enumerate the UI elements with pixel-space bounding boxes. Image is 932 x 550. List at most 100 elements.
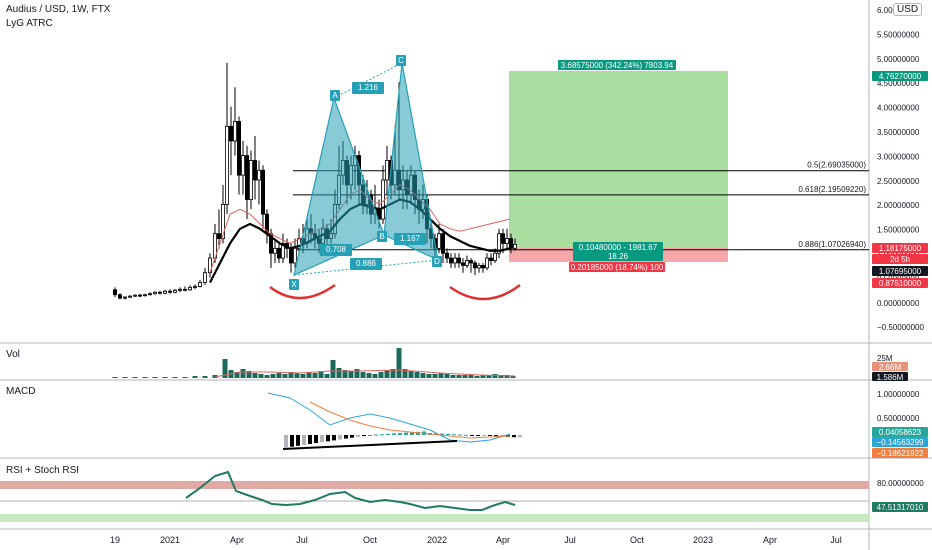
pattern-point-label[interactable]: B bbox=[377, 231, 387, 242]
candle-body bbox=[260, 169, 265, 215]
candle-body bbox=[132, 294, 137, 297]
price-badge-bg bbox=[872, 71, 928, 81]
volume-bar bbox=[366, 373, 372, 378]
candle-body bbox=[118, 294, 123, 299]
volume-bar bbox=[306, 372, 312, 378]
volume-bar bbox=[172, 377, 178, 378]
pattern-ratio-label[interactable]: 1.216 bbox=[352, 82, 384, 94]
candle-body bbox=[460, 262, 465, 266]
price-badge[interactable]: 1.07695000 bbox=[872, 266, 928, 276]
price-badge[interactable]: 4.76270000 bbox=[872, 71, 928, 81]
volume-bar bbox=[438, 373, 444, 378]
curve-left bbox=[269, 283, 336, 300]
volume-bar bbox=[252, 373, 258, 378]
pattern-point-label-bg bbox=[289, 279, 299, 290]
macd-badge-bg bbox=[872, 437, 928, 447]
candle-body bbox=[508, 238, 513, 249]
macd-histogram-bar bbox=[368, 435, 372, 436]
pattern-point-label[interactable]: C bbox=[396, 55, 406, 66]
volume-bar bbox=[426, 374, 432, 378]
volume-bar bbox=[152, 377, 158, 378]
macd-histogram-bar bbox=[458, 434, 462, 436]
candle-body bbox=[292, 247, 297, 264]
profit-label[interactable]: 3.68575000 (342.24%) 7803.94 bbox=[558, 60, 676, 70]
currency-button[interactable]: USD bbox=[893, 3, 923, 16]
price-badge-text: 2d 5h bbox=[890, 255, 910, 264]
rsi-tick-label: 80.00000000 bbox=[877, 479, 924, 488]
candle-body bbox=[220, 203, 225, 239]
pattern-point-label[interactable]: X bbox=[289, 279, 299, 290]
candle-body bbox=[236, 121, 241, 176]
macd-trendline[interactable] bbox=[282, 440, 458, 450]
volume-title[interactable]: Vol bbox=[6, 349, 20, 360]
price-badge[interactable]: 2d 5h bbox=[872, 254, 928, 264]
volume-bar bbox=[264, 375, 270, 378]
candle-body bbox=[123, 296, 128, 299]
price-badge[interactable]: 0.87510000 bbox=[872, 278, 928, 288]
pattern-point-label[interactable]: A bbox=[330, 90, 340, 101]
candle-body bbox=[276, 247, 281, 259]
candle-body bbox=[127, 295, 132, 298]
macd-histogram-bar bbox=[296, 435, 300, 446]
price-badge[interactable]: 1.18175000 bbox=[872, 243, 928, 253]
candle-body bbox=[197, 282, 202, 287]
volume-bar bbox=[414, 372, 420, 378]
volume-bar bbox=[312, 373, 318, 378]
candle-body bbox=[192, 285, 197, 288]
candle-body bbox=[280, 243, 285, 259]
macd-histogram-bar bbox=[452, 434, 456, 436]
price-badge-bg bbox=[872, 278, 928, 288]
candle-body bbox=[480, 264, 485, 269]
candle-body bbox=[248, 160, 253, 200]
time-tick-label: Oct bbox=[363, 535, 378, 545]
pattern-point-label-bg bbox=[377, 231, 387, 242]
candle-body bbox=[232, 121, 237, 142]
rsi-badge[interactable]: 47.51317010 bbox=[872, 502, 928, 512]
macd-histogram-bar bbox=[374, 434, 378, 436]
price-badge-bg bbox=[872, 254, 928, 264]
time-tick-label: Apr bbox=[496, 535, 510, 545]
profit-zone[interactable] bbox=[509, 71, 728, 248]
volume-badge[interactable]: 2.66M bbox=[872, 362, 908, 372]
volume-bar bbox=[222, 359, 228, 378]
pattern-ratio-label[interactable]: 0.708 bbox=[320, 244, 352, 256]
time-tick-label: Apr bbox=[763, 535, 777, 545]
pattern-ratio-label[interactable]: 1.167 bbox=[394, 233, 426, 245]
pattern-point-label-text: D bbox=[434, 257, 440, 266]
pattern-point-label-bg bbox=[432, 256, 442, 267]
pattern-point-label-bg bbox=[396, 55, 406, 66]
candle-body bbox=[113, 289, 118, 296]
volume-bar bbox=[456, 375, 462, 378]
volume-badge[interactable]: 1.586M bbox=[872, 372, 908, 382]
volume-bar bbox=[384, 370, 390, 378]
rsi-line bbox=[185, 470, 516, 511]
macd-histogram-bar bbox=[314, 435, 318, 444]
volume-bar bbox=[240, 369, 246, 378]
volume-bar bbox=[324, 374, 330, 378]
price-tick-label: 5.50000000 bbox=[877, 30, 920, 39]
pattern-point-label[interactable]: D bbox=[432, 256, 442, 267]
volume-tick-label: 25M bbox=[877, 354, 893, 363]
volume-bar bbox=[498, 375, 504, 378]
macd-title[interactable]: MACD bbox=[6, 386, 36, 397]
macd-signal-line bbox=[309, 401, 511, 439]
volume-bar bbox=[202, 376, 208, 378]
volume-bar bbox=[474, 376, 480, 378]
rsi-oversold-band bbox=[0, 514, 869, 522]
pattern-ratio-label[interactable]: 0.886 bbox=[350, 258, 382, 270]
symbol-title[interactable]: Audius / USD, 1W, FTX bbox=[6, 4, 111, 15]
pattern-point-label-text: C bbox=[398, 56, 404, 65]
macd-histogram-bar bbox=[470, 435, 474, 436]
macd-histogram-bar bbox=[362, 435, 366, 436]
macd-badge[interactable]: −0.14563299 bbox=[872, 437, 928, 447]
candle-body bbox=[157, 291, 162, 294]
loss-label[interactable]: 0.20185000 (18.74%) 100 bbox=[569, 262, 665, 272]
pattern-ratio-label-text: 0.708 bbox=[326, 245, 347, 254]
candle-body bbox=[142, 294, 147, 297]
indicator-title[interactable]: LyG ATRC bbox=[6, 18, 53, 29]
rsi-title[interactable]: RSI + Stoch RSI bbox=[6, 465, 80, 476]
macd-badge[interactable]: 0.04058623 bbox=[872, 427, 928, 437]
macd-badge[interactable]: −0.18621922 bbox=[872, 448, 928, 458]
